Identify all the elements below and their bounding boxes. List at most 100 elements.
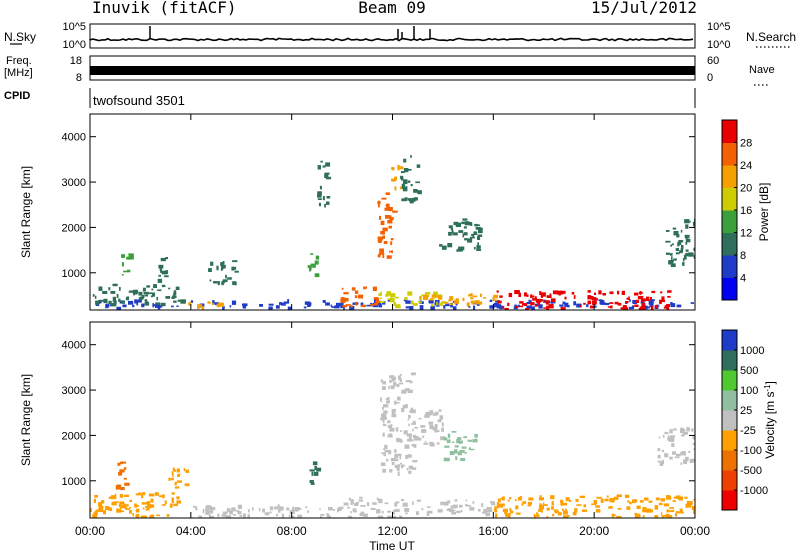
echo-cell [491,502,496,506]
echo-cell [462,297,465,302]
echo-cell [676,234,680,238]
colorbar-segment [722,390,737,411]
echo-cell [170,477,174,481]
n-sky-tick-top: 10^5 [62,21,86,33]
colorbar-tick-label: -100 [740,445,762,457]
echo-cell [650,296,652,301]
colorbar-segment [722,370,737,391]
echo-cell [693,247,695,251]
echo-cell [552,513,555,517]
echo-cell [668,515,673,518]
echo-cell [400,462,403,465]
echo-cell [634,500,637,504]
echo-cell [427,506,431,508]
echo-cell [443,437,448,441]
echo-cell [141,295,145,299]
echo-cell [160,257,166,262]
echo-cell [262,508,265,513]
echo-cell [383,228,385,230]
echo-cell [389,380,392,384]
echo-cell [104,506,110,510]
echo-cell [451,431,457,433]
echo-cell [151,288,154,291]
echo-cell [565,497,570,502]
echo-cell [463,226,467,229]
echo-cell [494,509,498,513]
echo-cell [686,220,691,223]
echo-cell [440,436,446,441]
echo-cell [118,503,121,508]
echo-cell [476,245,481,249]
echo-cell [378,204,380,208]
echo-cell [173,292,176,296]
echo-cell [326,513,329,517]
echo-cell [378,304,383,308]
echo-cell [669,456,673,460]
echo-cell [462,218,468,221]
echo-cell [120,300,125,304]
colorbar-segment [722,277,737,301]
echo-cell [295,508,298,512]
echo-cell [190,300,194,303]
echo-cell [680,427,685,430]
echo-cell [666,509,669,513]
echo-cell [661,296,665,300]
echo-cell [686,500,690,504]
echo-cell [391,461,395,466]
echo-cell [583,504,587,508]
echo-cell [530,302,535,306]
echo-cell [628,306,634,310]
echo-cell [345,304,351,306]
echo-cell [635,299,640,303]
echo-cell [392,210,398,213]
echo-cell [145,300,148,303]
echo-cell [412,434,417,439]
echo-cell [397,453,402,456]
echo-cell [562,301,566,305]
echo-cell [543,307,547,309]
echo-cell [410,184,413,187]
echo-cell [92,294,95,297]
x-tick-labels: 00:00 04:00 08:00 12:00 16:00 20:00 00:00 [75,524,710,538]
echo-cell [579,495,585,498]
echo-cell [118,298,121,302]
echo-cell [441,301,446,304]
echo-cell [145,508,150,511]
echo-cell [466,504,472,507]
echo-cell [174,469,177,472]
echo-cell [632,499,638,502]
echo-cell [116,293,119,298]
echo-cell [110,291,116,294]
echo-cell [397,166,400,171]
echo-cell [398,382,404,385]
echo-cell [444,301,449,305]
echo-cell [477,242,479,247]
echo-cell [374,303,379,306]
echo-cell [375,300,380,303]
echo-cell [205,506,208,511]
echo-cell [359,496,363,499]
echo-cell [389,427,395,430]
echo-cell [648,500,653,503]
echo-cell [259,304,263,307]
echo-cell [678,496,683,501]
echo-cell [111,303,117,307]
echo-cell [108,496,113,499]
echo-cell [120,510,125,512]
echo-cell [398,166,404,170]
echo-cell [685,252,690,256]
colorbar-tick-label: 25 [740,405,752,417]
echo-cell [129,509,132,514]
echo-cell [657,454,661,459]
echo-cell [390,241,393,246]
echo-cell [349,306,355,310]
echo-cell [481,503,484,508]
echo-cell [116,508,122,513]
echo-cell [614,301,619,305]
echo-cell [382,406,384,410]
echo-cell [382,420,385,424]
echo-cell [667,435,670,439]
echo-cell [405,512,408,515]
echo-cell [650,305,654,310]
echo-cell [141,502,147,505]
